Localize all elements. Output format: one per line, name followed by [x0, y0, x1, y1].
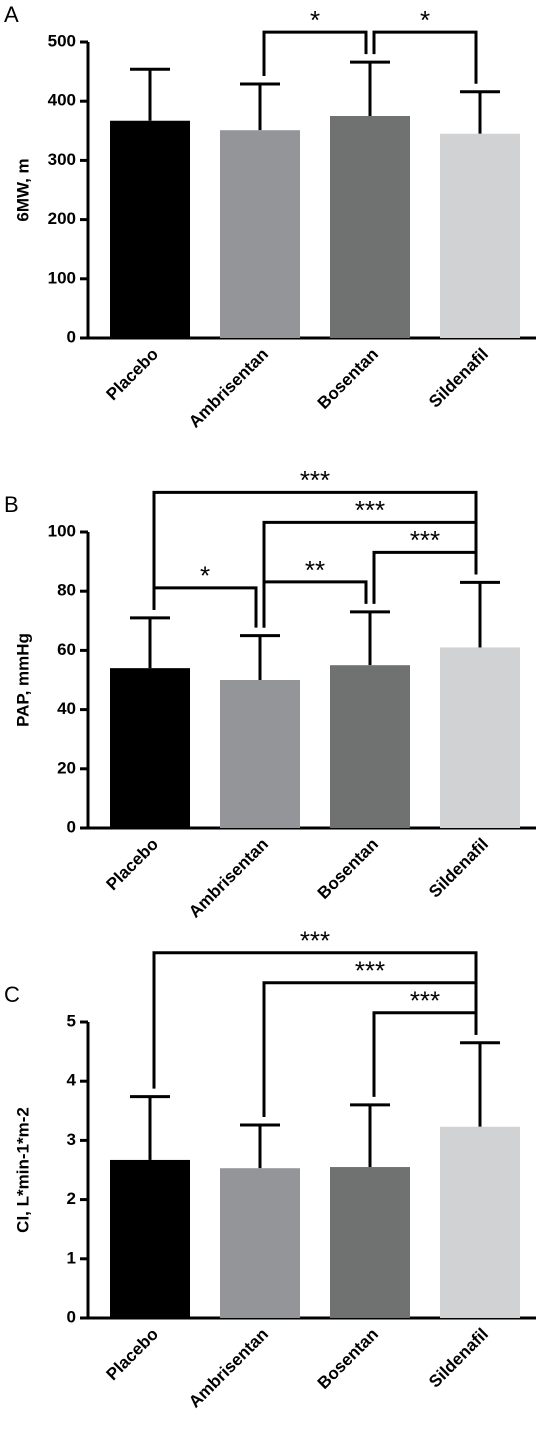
bar — [330, 1167, 410, 1318]
x-tick-label: Ambrisentan — [185, 835, 272, 922]
significance-label: *** — [410, 986, 440, 1016]
significance-bracket — [262, 30, 368, 77]
significance-label: *** — [355, 495, 385, 525]
x-tick-label: Placebo — [102, 835, 162, 895]
panel-label: C — [4, 982, 20, 1007]
bar — [440, 133, 520, 338]
bar — [330, 116, 410, 338]
y-tick-label: 0 — [67, 1307, 76, 1326]
bar — [440, 647, 520, 828]
significance-label: *** — [300, 926, 330, 956]
bar — [110, 668, 190, 828]
x-tick-label: Bosentan — [314, 1325, 382, 1393]
significance-label: *** — [410, 525, 440, 555]
x-tick-label: Placebo — [102, 345, 162, 405]
x-tick-label: Placebo — [102, 1325, 162, 1385]
significance-bracket — [372, 550, 478, 604]
x-tick-label: Bosentan — [314, 835, 382, 903]
significance-bracket — [152, 490, 478, 610]
bar — [110, 1159, 190, 1318]
significance-bracket — [262, 981, 478, 1118]
significance-bracket — [152, 586, 258, 628]
y-tick-label: 60 — [57, 640, 76, 659]
y-tick-label: 80 — [57, 581, 76, 600]
y-tick-label: 4 — [67, 1071, 77, 1090]
x-tick-label: Sildenafil — [425, 835, 492, 902]
y-tick-label: 40 — [57, 699, 76, 718]
bar — [330, 665, 410, 828]
y-axis-label: CI, L*min-1*m-2 — [13, 1107, 32, 1233]
bar — [220, 680, 300, 828]
y-tick-label: 100 — [48, 521, 76, 540]
panel-label: B — [4, 492, 19, 517]
x-tick-label: Ambrisentan — [185, 1325, 272, 1412]
x-tick-label: Ambrisentan — [185, 345, 272, 432]
bar — [220, 130, 300, 338]
x-tick-label: Sildenafil — [425, 1325, 492, 1392]
y-tick-label: 0 — [67, 327, 76, 346]
y-tick-label: 500 — [48, 31, 76, 50]
y-tick-label: 1 — [67, 1248, 76, 1267]
y-axis-label: PAP, mmHg — [13, 633, 32, 727]
significance-label: * — [200, 561, 210, 591]
significance-bracket — [372, 30, 478, 84]
y-tick-label: 300 — [48, 150, 76, 169]
y-tick-label: 400 — [48, 91, 76, 110]
y-tick-label: 0 — [67, 817, 76, 836]
significance-label: *** — [300, 465, 330, 495]
significance-bracket — [262, 580, 368, 628]
bar — [220, 1168, 300, 1318]
significance-label: *** — [355, 956, 385, 986]
bar — [440, 1126, 520, 1318]
x-tick-label: Bosentan — [314, 345, 382, 413]
y-tick-label: 100 — [48, 268, 76, 287]
y-tick-label: 3 — [67, 1130, 76, 1149]
significance-label: ** — [305, 555, 325, 585]
y-axis-label: 6MW, m — [13, 158, 32, 221]
significance-label: * — [420, 5, 430, 35]
bar — [110, 120, 190, 339]
y-tick-label: 5 — [67, 1011, 76, 1030]
significance-label: * — [310, 5, 320, 35]
panel-label: A — [4, 2, 19, 27]
y-tick-label: 2 — [67, 1189, 76, 1208]
y-tick-label: 20 — [57, 758, 76, 777]
y-tick-label: 200 — [48, 209, 76, 228]
significance-bracket — [372, 1011, 478, 1097]
x-tick-label: Sildenafil — [425, 345, 492, 412]
significance-bracket — [152, 951, 478, 1089]
